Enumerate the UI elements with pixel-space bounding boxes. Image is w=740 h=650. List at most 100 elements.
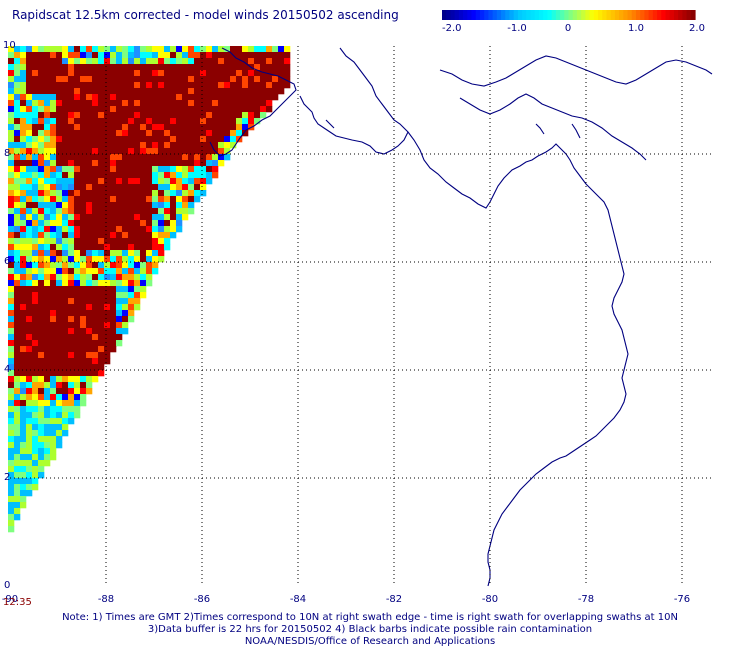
colorbar-segment [572,10,578,20]
swath-cell [92,52,99,59]
swath-cell [14,64,21,71]
swath-cell [182,190,189,197]
swath-cell [32,58,39,65]
swath-cell [146,268,153,275]
swath-cell [74,160,81,167]
swath-cell [146,202,153,209]
swath-cell [20,316,27,323]
swath-cell [236,106,243,113]
swath-cell [188,136,195,143]
swath-cell [20,100,27,107]
swath-cell [146,124,153,131]
swath-cell [80,118,87,125]
swath-cell [74,316,81,323]
swath-cell [68,262,75,269]
swath-cell [86,298,93,305]
swath-cell [26,58,33,65]
swath-cell [122,244,129,251]
swath-cell [122,190,129,197]
swath-cell [128,94,135,101]
swath-cell [218,148,225,155]
swath-cell [158,70,165,77]
swath-cell [104,190,111,197]
swath-cell [38,220,45,227]
swath-cell [56,382,63,389]
swath-cell [20,76,27,83]
swath-cell [98,238,105,245]
swath-cell [44,352,51,359]
swath-cell [38,418,45,425]
swath-cell [260,46,267,53]
swath-cell [104,106,111,113]
swath-cell [68,298,75,305]
swath-cell [140,82,147,89]
swath-cell [116,178,123,185]
swath-cell [98,334,105,341]
swath-cell [50,70,57,77]
swath-cell [74,340,81,347]
swath-cell [8,316,15,323]
swath-cell [50,202,57,209]
swath-cell [110,328,117,335]
swath-cell [224,58,231,65]
swath-cell [62,334,69,341]
swath-cell [254,106,261,113]
swath-cell [8,208,15,215]
swath-cell [86,220,93,227]
swath-cell [80,370,87,377]
swath-cell [44,340,51,347]
swath-cell [110,148,117,155]
swath-cell [164,220,171,227]
swath-cell [140,148,147,155]
swath-cell [152,232,159,239]
swath-cell [98,280,105,287]
swath-cell [80,268,87,275]
swath-cell [86,352,93,359]
swath-cell [110,202,117,209]
swath-cell [170,166,177,173]
swath-cell [32,112,39,119]
swath-cell [116,166,123,173]
swath-cell [170,76,177,83]
swath-cell [128,208,135,215]
swath-cell [164,64,171,71]
swath-cell [134,244,141,251]
swath-cell [110,280,117,287]
swath-cell [26,196,33,203]
swath-cell [92,352,99,359]
swath-cell [104,76,111,83]
swath-cell [254,52,261,59]
swath-cell [32,214,39,221]
swath-cell [134,172,141,179]
swath-cell [14,208,21,215]
swath-cell [140,280,147,287]
swath-cell [122,160,129,167]
swath-cell [86,358,93,365]
swath-cell [182,178,189,185]
swath-cell [74,412,81,419]
swath-cell [194,142,201,149]
swath-cell [56,136,63,143]
colorbar-label: -1.0 [507,23,527,34]
swath-cell [32,268,39,275]
swath-cell [158,136,165,143]
swath-cell [122,262,129,269]
swath-cell [8,430,15,437]
swath-cell [26,346,33,353]
swath-cell [50,154,57,161]
swath-cell [236,64,243,71]
swath-cell [62,370,69,377]
swath-cell [140,64,147,71]
colorbar-segment [513,10,519,20]
swath-cell [50,256,57,263]
swath-cell [122,52,129,59]
swath-cell [8,172,15,179]
swath-cell [62,88,69,95]
swath-cell [62,328,69,335]
swath-cell [8,346,15,353]
swath-cell [146,208,153,215]
swath-cell [38,406,45,413]
swath-cell [74,256,81,263]
swath-cell [80,76,87,83]
swath-cell [38,322,45,329]
